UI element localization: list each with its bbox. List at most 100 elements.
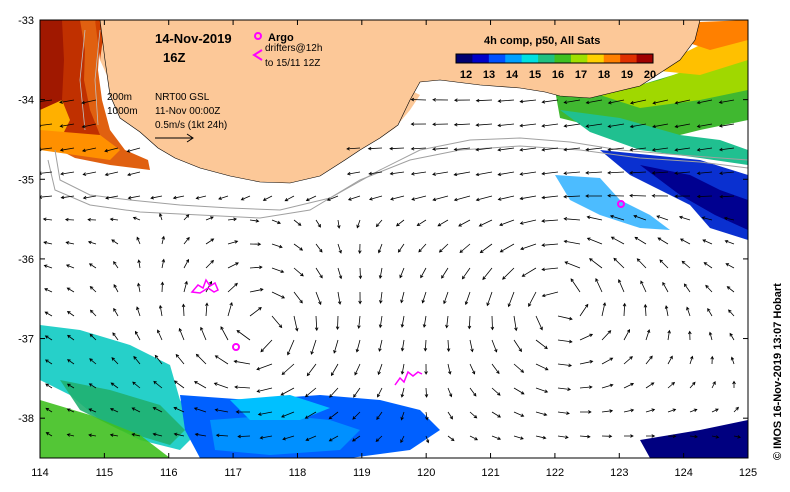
current-vector <box>66 408 75 413</box>
colorbar-tick-label: 12 <box>460 69 472 81</box>
current-vector <box>453 122 471 127</box>
current-vector <box>674 99 691 105</box>
current-vector <box>153 380 163 389</box>
current-vector <box>161 258 166 269</box>
current-vector <box>59 147 75 152</box>
colorbar-tick-label: 18 <box>598 69 610 81</box>
current-vector <box>271 267 285 273</box>
current-vector <box>636 258 647 269</box>
current-vector <box>541 171 559 176</box>
current-vector <box>281 363 295 376</box>
current-vector <box>333 339 339 354</box>
current-vector <box>281 411 295 418</box>
current-vector <box>205 238 215 245</box>
current-vector <box>570 278 581 293</box>
current-vector <box>595 278 603 293</box>
drifter-legend-label: drifters@12h <box>265 43 322 54</box>
current-vector <box>557 315 573 321</box>
current-vector <box>260 339 273 353</box>
current-vector <box>293 291 303 304</box>
current-vector <box>651 147 669 152</box>
scale-arrow-label: 0.5m/s (1kt 24h) <box>155 120 227 131</box>
current-vector <box>521 267 537 277</box>
colorbar-swatch <box>620 54 638 63</box>
current-vector <box>66 433 75 437</box>
current-vector <box>293 315 299 332</box>
current-vector <box>541 99 559 104</box>
current-vector <box>227 217 238 222</box>
colorbar-swatch <box>587 54 605 63</box>
current-vector <box>127 195 141 200</box>
current-vector <box>432 171 449 176</box>
current-vector <box>446 339 451 353</box>
current-vector <box>400 339 405 352</box>
current-vector <box>352 411 361 420</box>
current-vector <box>234 385 251 389</box>
current-vector <box>81 99 97 105</box>
current-vector <box>557 363 573 368</box>
current-vector <box>249 265 263 270</box>
current-vector <box>729 332 735 341</box>
current-vector <box>557 387 572 391</box>
current-vector <box>218 195 229 200</box>
current-vector <box>519 99 537 104</box>
current-vector <box>328 411 339 420</box>
current-vector <box>399 267 405 279</box>
current-vector <box>541 123 559 128</box>
current-vector <box>618 279 625 293</box>
current-vector <box>701 216 713 221</box>
current-vector <box>410 122 427 126</box>
current-vector <box>613 257 625 269</box>
current-vector <box>89 333 97 341</box>
current-vector <box>601 383 614 389</box>
map-hour: 16Z <box>163 50 185 65</box>
current-vector <box>563 217 581 221</box>
current-vector <box>59 123 75 128</box>
current-vector <box>256 387 273 393</box>
current-vector <box>724 240 735 245</box>
current-vector <box>490 315 495 331</box>
current-vector <box>689 408 698 413</box>
current-vector <box>420 267 427 279</box>
current-vector <box>711 435 720 439</box>
current-vector <box>45 359 53 365</box>
current-vector <box>195 195 207 200</box>
current-vector <box>395 219 405 227</box>
colorbar-tick-label: 15 <box>529 69 541 81</box>
current-vector <box>458 219 471 227</box>
current-vector <box>499 219 515 227</box>
current-vector <box>193 381 207 389</box>
current-vector <box>629 193 647 198</box>
current-vector <box>528 291 537 307</box>
argo-legend-label: Argo <box>268 32 294 44</box>
current-vector <box>519 195 537 201</box>
current-vector <box>557 339 573 344</box>
current-vector <box>564 261 581 269</box>
colorbar-tick-label: 19 <box>621 69 633 81</box>
current-vector <box>89 358 97 365</box>
current-vector <box>377 243 383 254</box>
current-vector <box>667 355 673 365</box>
current-vector <box>326 195 339 201</box>
current-vector <box>678 215 691 221</box>
argo-legend-icon <box>254 32 262 40</box>
current-vector <box>205 216 214 221</box>
current-vector <box>689 381 696 389</box>
y-tick-label: -38 <box>18 413 34 425</box>
current-vector <box>159 212 163 221</box>
current-vector <box>491 411 501 418</box>
current-vector <box>136 306 141 317</box>
current-vector <box>443 291 449 305</box>
y-tick-label: -35 <box>18 174 34 186</box>
current-vector <box>453 171 471 177</box>
colorbar-swatch <box>521 54 539 63</box>
sst-colorbar: 12 13 14 15 16 17 18 19 20 <box>455 53 656 81</box>
current-vector <box>81 147 97 153</box>
current-vector <box>368 171 383 176</box>
current-vector <box>183 214 190 221</box>
current-vector <box>656 215 669 221</box>
current-vector <box>113 261 119 269</box>
current-vector <box>696 99 713 105</box>
current-vector <box>135 330 141 341</box>
current-vector <box>475 147 493 152</box>
